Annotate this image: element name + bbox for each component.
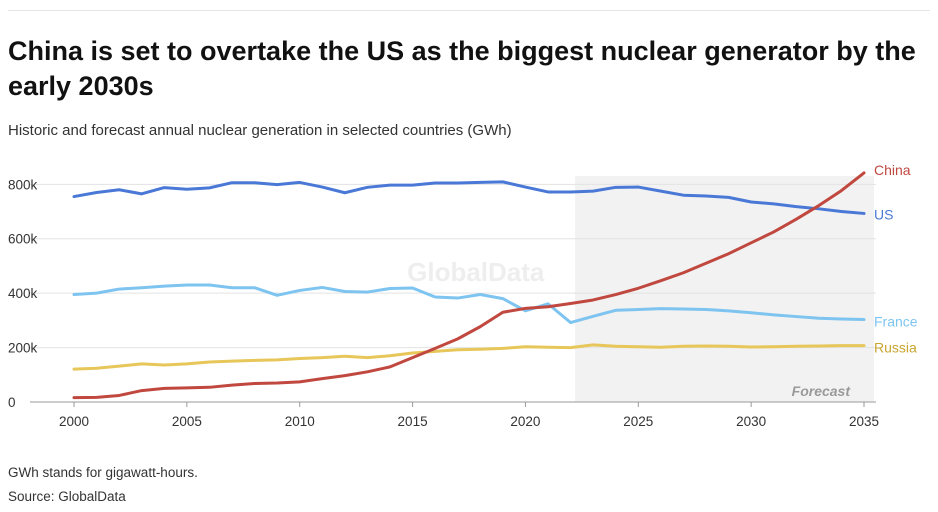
series-label-us: US [874, 206, 893, 222]
line-chart: GlobalData 0 200k 400k 600k 800k 2000 2005 201… [8, 162, 918, 429]
top-divider [8, 10, 930, 11]
y-tick-label: 0 [8, 395, 16, 410]
series-line-france [72, 283, 866, 325]
x-tick-label: 2035 [849, 414, 879, 429]
series-label-russia: Russia [874, 340, 917, 356]
series-label-france: France [874, 314, 918, 330]
y-tick-label: 400k [8, 286, 38, 301]
y-tick-label: 800k [8, 177, 38, 192]
x-axis: 2000 2005 2010 2015 2020 2025 2030 2035 [59, 402, 879, 429]
gridlines [30, 183, 876, 403]
chart-subtitle: Historic and forecast annual nuclear gen… [8, 122, 512, 139]
globaldata-watermark: GlobalData [407, 257, 545, 287]
forecast-region [575, 176, 874, 402]
x-tick-label: 2005 [172, 414, 202, 429]
forecast-label: Forecast [792, 383, 852, 399]
footnote: GWh stands for gigawatt-hours. [8, 465, 198, 480]
x-tick-label: 2030 [736, 414, 766, 429]
series-label-china: China [874, 162, 911, 178]
series-line-us [72, 180, 866, 215]
source-note: Source: GlobalData [8, 489, 126, 504]
x-tick-label: 2000 [59, 414, 89, 429]
x-tick-label: 2020 [510, 414, 540, 429]
y-axis: 0 200k 400k 600k 800k [8, 177, 38, 410]
series-lines [72, 171, 866, 400]
y-tick-label: 200k [8, 341, 38, 356]
series-line-russia [72, 343, 866, 371]
x-tick-label: 2010 [285, 414, 315, 429]
series-labels: Russia France US China [874, 162, 918, 356]
y-tick-label: 600k [8, 232, 38, 247]
x-tick-label: 2015 [398, 414, 428, 429]
series-line-china [72, 171, 866, 400]
x-tick-label: 2025 [623, 414, 653, 429]
chart-title: China is set to overtake the US as the b… [8, 36, 916, 101]
